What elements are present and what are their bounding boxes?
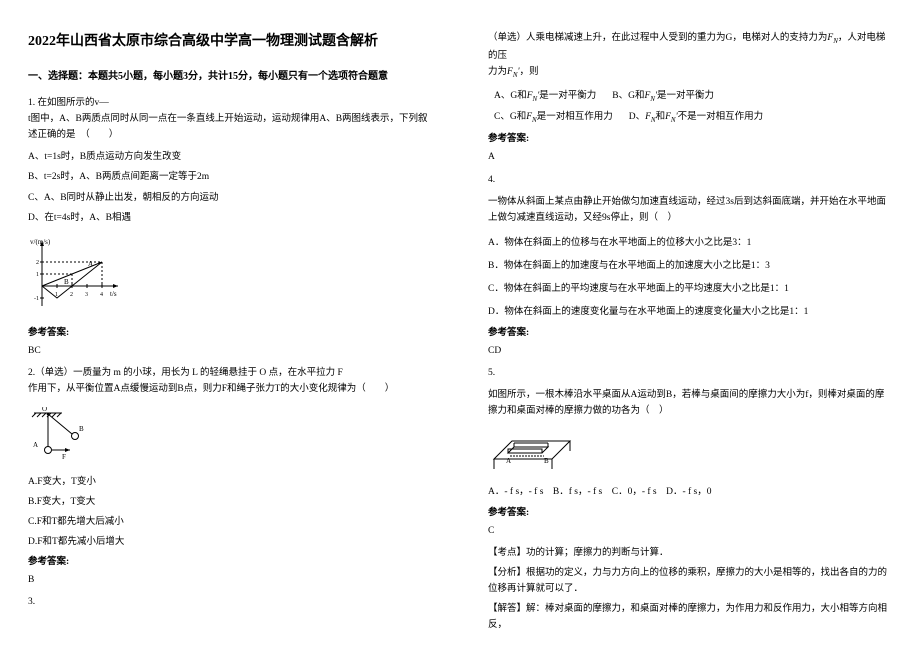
q5-ans: C <box>488 523 892 539</box>
q5-stem: 如图所示，一根木棒沿水平桌面从A运动到B，若棒与桌面间的摩擦力大小为f，则棒对桌… <box>488 387 892 419</box>
page-title: 2022年山西省太原市综合高级中学高一物理测试题含解析 <box>28 30 432 54</box>
svg-text:B: B <box>79 425 84 433</box>
ylabel: v/(m/s) <box>30 238 51 246</box>
q3-stem-part1: （单选）人乘电梯减速上升，在此过程中人受到的重力为G，电梯对人的支持力为 <box>488 33 827 43</box>
q3-opt-a: A、G和FN'是一对平衡力 <box>488 88 596 106</box>
q3-opt-c: C、G和FN是一对相互作用力 <box>488 109 613 127</box>
q5-jieda: 【解答】解：棒对桌面的摩擦力，和桌面对棒的摩擦力，为作用力和反作用力，大小相等方… <box>488 601 892 633</box>
svg-text:A: A <box>33 441 38 449</box>
svg-text:O: O <box>42 407 47 413</box>
q3-stem: （单选）人乘电梯减速上升，在此过程中人受到的重力为G，电梯对人的支持力为FN，人… <box>488 30 892 82</box>
left-column: 2022年山西省太原市综合高级中学高一物理测试题含解析 一、选择题：本题共5小题… <box>0 0 460 651</box>
vt-graph: v/(m/s) t/s 1 2 3 4 -1 1 2 A B <box>28 236 123 311</box>
q3-num: 3. <box>28 594 432 610</box>
q2-opt-d: D.F和T都先减小后增大 <box>28 534 432 550</box>
q2-opt-a: A.F变大，T变小 <box>28 474 432 490</box>
q1-ans-label: 参考答案: <box>28 325 432 341</box>
q4-stem: 一物体从斜面上某点由静止开始做匀加速直线运动，经过3s后到达斜面底端，并开始在水… <box>488 194 892 226</box>
svg-text:3: 3 <box>85 292 88 298</box>
svg-text:A: A <box>506 457 511 465</box>
svg-text:2: 2 <box>36 260 39 266</box>
q2-stem: 2.（单选）一质量为 m 的小球，用长为 L 的轻绳悬挂于 O 点，在水平拉力 … <box>28 365 432 397</box>
svg-text:2: 2 <box>70 292 73 298</box>
q3-opts-row2: C、G和FN是一对相互作用力 D、FN和FN'不是一对相互作用力 <box>488 109 892 127</box>
q4-ans: CD <box>488 343 892 359</box>
q5-opts: A．- f s，- f s B．f s，- f s C．0，- f s D．- … <box>488 484 892 500</box>
q3-stem-part4: ，则 <box>520 67 539 77</box>
q4-opt-d: D．物体在斜面上的速度变化量与在水平地面上的速度变化量大小之比是1：1 <box>488 304 892 320</box>
svg-text:-1: -1 <box>34 296 39 302</box>
q1-opt-c: C、A、B同时从静止出发，朝相反的方向运动 <box>28 190 432 206</box>
pendulum-diagram: O A B F <box>28 407 100 463</box>
q3-opt-d: D、FN和FN'不是一对相互作用力 <box>629 109 763 127</box>
q5-ans-label: 参考答案: <box>488 505 892 521</box>
q3-stem-part3: 力为 <box>488 67 507 77</box>
svg-text:A: A <box>88 260 93 268</box>
svg-text:B: B <box>544 457 549 465</box>
q2-opt-c: C.F和T都先增大后减小 <box>28 514 432 530</box>
q2-ans-label: 参考答案: <box>28 554 432 570</box>
q3-ans: A <box>488 149 892 165</box>
q1-ans: BC <box>28 343 432 359</box>
q5-fenxi: 【分析】根据功的定义，力与力方向上的位移的乘积，摩擦力的大小是相等的，找出各自的… <box>488 565 892 597</box>
svg-text:1: 1 <box>36 272 39 278</box>
svg-text:F: F <box>62 453 66 461</box>
q4-opt-a: A．物体在斜面上的位移与在水平地面上的位移大小之比是3：1 <box>488 235 892 251</box>
q5-kaodian: 【考点】功的计算；摩擦力的判断与计算． <box>488 545 892 561</box>
q2-ans: B <box>28 572 432 588</box>
q4-ans-label: 参考答案: <box>488 325 892 341</box>
q1-opt-d: D、在t=4s时，A、B相遇 <box>28 210 432 226</box>
q5-num: 5. <box>488 365 892 381</box>
q4-opt-c: C．物体在斜面上的平均速度与在水平地面上的平均速度大小之比是1：1 <box>488 281 892 297</box>
q1-opt-a: A、t=1s时，B质点运动方向发生改变 <box>28 149 432 165</box>
xlabel: t/s <box>110 290 117 298</box>
q1-opt-b: B、t=2s时，A、B两质点间距离一定等于2m <box>28 169 432 185</box>
q2-opt-b: B.F变大，T变大 <box>28 494 432 510</box>
q3-opts-row1: A、G和FN'是一对平衡力 B、G和FN'是一对平衡力 <box>488 88 892 106</box>
svg-text:B: B <box>64 278 69 286</box>
q3-ans-label: 参考答案: <box>488 131 892 147</box>
q3-opt-b: B、G和FN'是一对平衡力 <box>612 88 714 106</box>
right-column: （单选）人乘电梯减速上升，在此过程中人受到的重力为G，电梯对人的支持力为FN，人… <box>460 0 920 651</box>
q1-stem: 1. 在如图所示的v— t图中，A、B两质点同时从同一点在一条直线上开始运动，运… <box>28 95 432 143</box>
q4-opt-b: B．物体在斜面上的加速度与在水平地面上的加速度大小之比是1：3 <box>488 258 892 274</box>
section-1-head: 一、选择题：本题共5小题，每小题3分，共计15分，每小题只有一个选项符合题意 <box>28 68 432 85</box>
q4-num: 4. <box>488 172 892 188</box>
svg-text:4: 4 <box>100 292 103 298</box>
table-friction-diagram: A B <box>488 429 578 474</box>
